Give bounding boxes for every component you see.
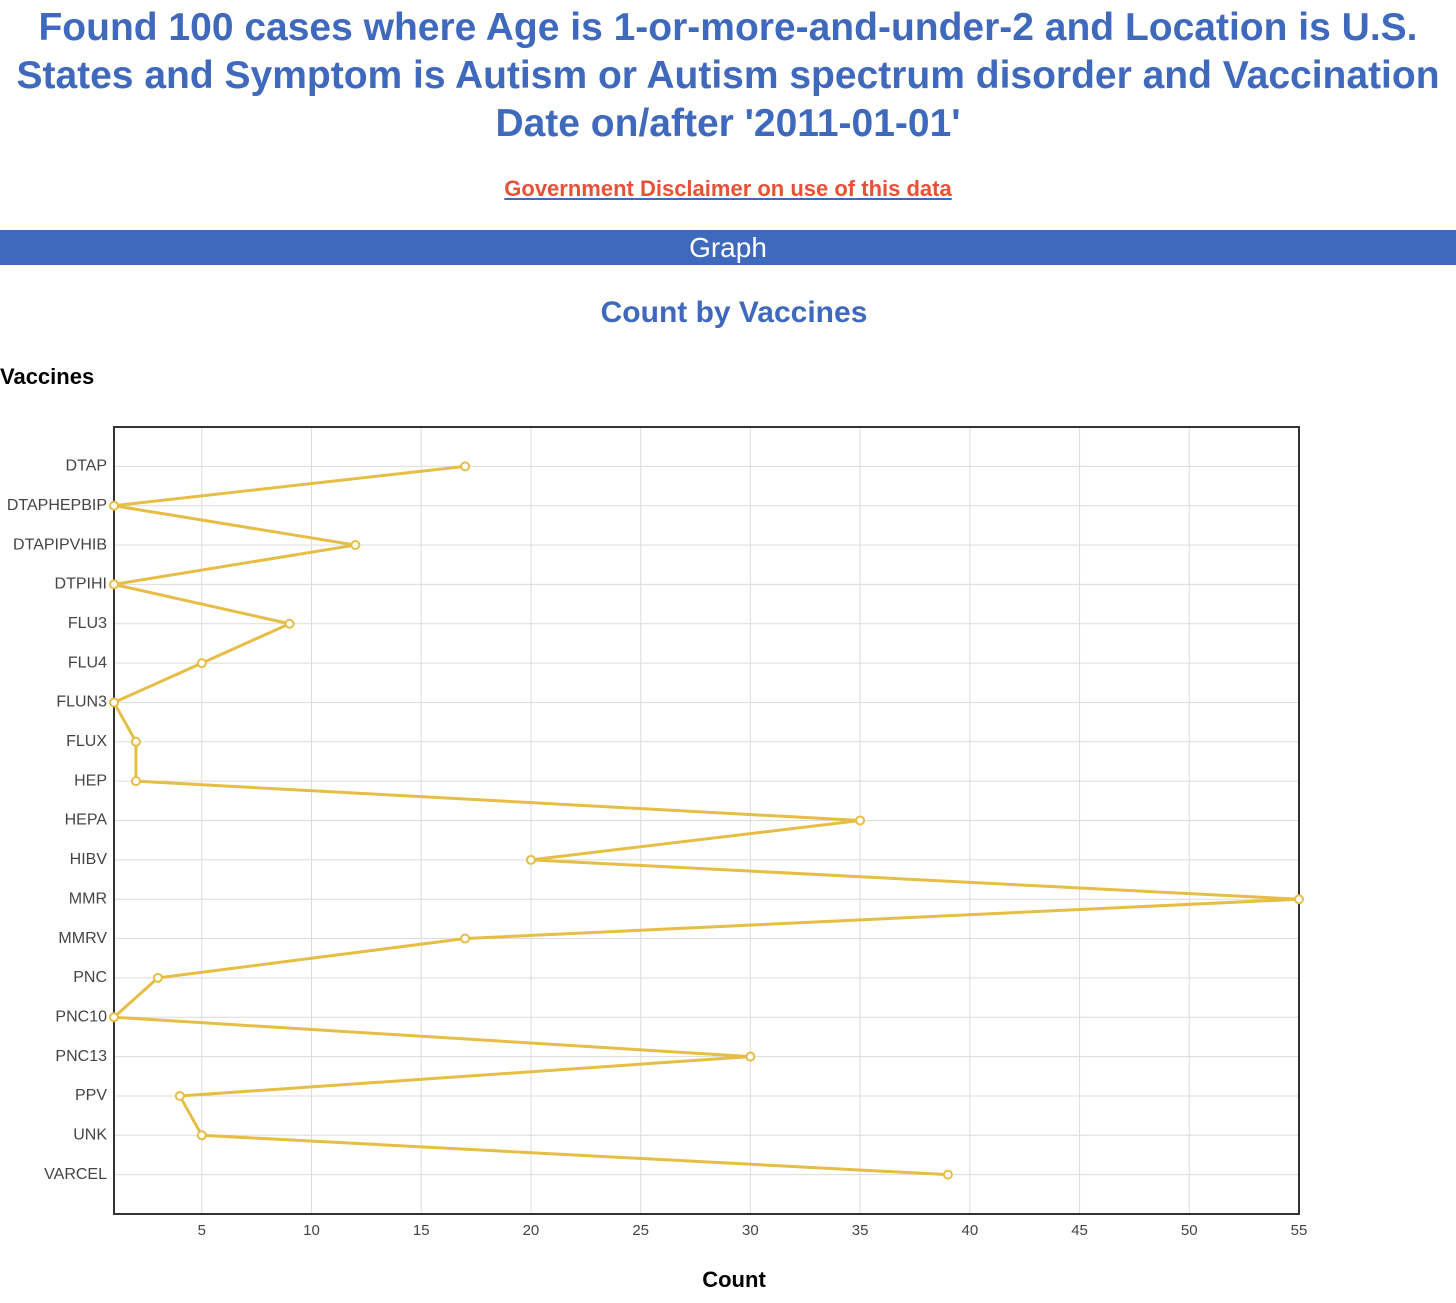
y-tick-label: PNC13	[55, 1048, 107, 1065]
x-tick-label: 35	[852, 1222, 869, 1239]
data-point	[745, 1051, 756, 1062]
data-point	[1294, 894, 1304, 905]
y-tick-label: FLU3	[68, 615, 107, 632]
y-tick-label: PPV	[75, 1087, 107, 1104]
disclaimer: Government Disclaimer on use of this dat…	[0, 176, 1456, 202]
section-bar: Graph	[0, 230, 1456, 265]
x-tick-label: 50	[1181, 1222, 1198, 1239]
y-tick-label: PNC	[73, 969, 107, 986]
y-tick-label: HIBV	[70, 851, 108, 868]
x-tick-label: 30	[742, 1222, 759, 1239]
data-point	[109, 697, 119, 708]
y-tick-label: MMRV	[58, 930, 107, 947]
x-tick-label: 10	[303, 1222, 320, 1239]
y-tick-label: DTAP	[66, 458, 107, 475]
y-tick-label: DTAPIPVHIB	[13, 536, 107, 553]
data-line	[112, 464, 1301, 1177]
y-tick-label: VARCEL	[44, 1166, 107, 1183]
data-point	[109, 1012, 119, 1023]
plot-frame	[113, 426, 1300, 1215]
data-point	[109, 579, 119, 590]
data-point	[284, 618, 295, 629]
y-tick-label: PNC10	[55, 1008, 107, 1025]
y-tick-label: DTAPHEPBIP	[7, 497, 107, 514]
data-point	[350, 540, 361, 551]
y-tick-label: DTPIHI	[55, 576, 107, 593]
y-tick-label: HEP	[74, 772, 107, 789]
data-point	[174, 1090, 185, 1101]
x-tick-label: 25	[632, 1222, 649, 1239]
data-point	[130, 736, 141, 747]
page-title: Found 100 cases where Age is 1-or-more-a…	[16, 6, 1440, 145]
data-point	[196, 1130, 207, 1141]
chart-title: Count by Vaccines	[601, 296, 868, 329]
y-tick-label: UNK	[73, 1127, 107, 1144]
x-tick-label: 20	[523, 1222, 540, 1239]
data-point	[109, 500, 119, 511]
data-point	[460, 461, 471, 472]
data-point	[152, 972, 163, 983]
section-title: Graph	[689, 232, 767, 263]
y-axis-title: Vaccines	[0, 364, 94, 389]
y-tick-label: FLUX	[66, 733, 107, 750]
y-tick-label: MMR	[69, 890, 107, 907]
x-tick-label: 15	[413, 1222, 430, 1239]
x-tick-label: 5	[198, 1222, 206, 1239]
x-tick-label: 55	[1291, 1222, 1308, 1239]
disclaimer-link[interactable]: Government Disclaimer on use of this dat…	[504, 176, 952, 201]
y-tick-label: HEPA	[65, 812, 108, 829]
x-tick-label: 45	[1071, 1222, 1088, 1239]
data-point	[196, 658, 207, 669]
y-tick-label: FLU4	[68, 654, 107, 671]
data-point	[460, 933, 471, 944]
data-point	[942, 1169, 953, 1180]
x-axis-title: Count	[702, 1267, 766, 1292]
data-point	[130, 776, 141, 787]
x-tick-label: 40	[961, 1222, 978, 1239]
data-point	[855, 815, 866, 826]
y-tick-label: FLUN3	[56, 694, 107, 711]
data-point	[525, 854, 536, 865]
